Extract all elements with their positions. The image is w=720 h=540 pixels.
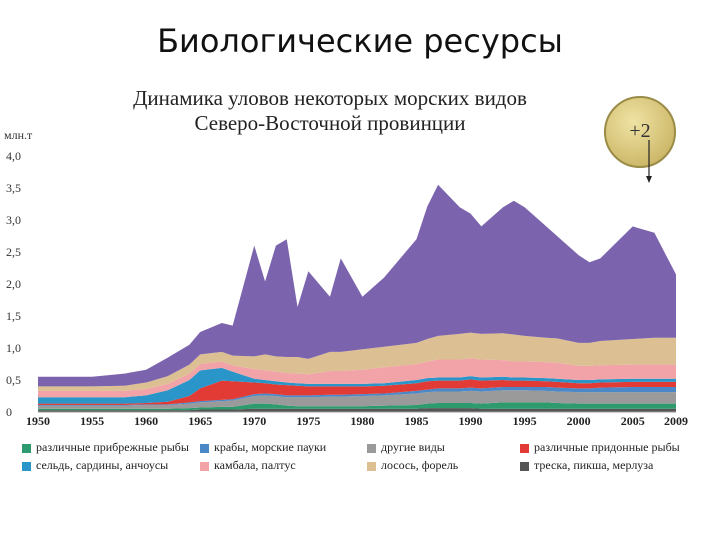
x-tick-label: 1955 [80, 414, 104, 428]
legend-swatch [200, 462, 209, 471]
plus-two-badge: +2 [604, 96, 676, 168]
legend-swatch [367, 462, 376, 471]
y-tick-label: 4,0 [6, 149, 21, 163]
x-tick-label: 1980 [350, 414, 374, 428]
area-series-3 [38, 387, 676, 406]
slide-title: Биологические ресурсы [157, 22, 563, 60]
x-tick-label: 1990 [459, 414, 483, 428]
legend-label: другие виды [381, 440, 445, 454]
legend-label: камбала, палтус [214, 458, 296, 472]
x-tick-label: 1950 [26, 414, 50, 428]
area-series-7 [38, 332, 676, 391]
y-tick-label: 0,5 [6, 373, 21, 387]
y-tick-label: 1,0 [6, 341, 21, 355]
y-tick-label: 2,0 [6, 277, 21, 291]
badge-label: +2 [629, 120, 651, 142]
x-tick-label: 2009 [664, 414, 688, 428]
area-series-2 [38, 390, 676, 409]
x-tick-label: 1985 [404, 414, 428, 428]
legend-swatch [520, 444, 529, 453]
badge-arrow-head [646, 176, 652, 183]
legend-label: крабы, морские пауки [214, 440, 327, 454]
x-tick-label: 1995 [513, 414, 537, 428]
area-series-0 [38, 408, 676, 412]
legend-swatch [22, 462, 31, 471]
chart-title-line-1: Динамика уловов некоторых морских видов [133, 86, 527, 110]
area-series-4 [38, 379, 676, 405]
x-tick-label: 1975 [296, 414, 320, 428]
x-tick-label: 1960 [134, 414, 158, 428]
y-tick-label: 2,5 [6, 245, 21, 259]
legend-label: различные придонные рыбы [534, 440, 680, 454]
legend-swatch [520, 462, 529, 471]
y-axis-label: млн.т [4, 128, 33, 142]
x-tick-label: 1970 [242, 414, 266, 428]
x-tick-label: 2000 [567, 414, 591, 428]
x-tick-label: 1965 [188, 414, 212, 428]
chart-title: Динамика уловов некоторых морских видов … [80, 86, 580, 136]
legend-label: лосось, форель [381, 458, 459, 472]
legend-swatch [200, 444, 209, 453]
area-series-5 [38, 367, 676, 404]
x-tick-label: 2005 [621, 414, 645, 428]
legend-swatch [367, 444, 376, 453]
y-tick-label: 1,5 [6, 309, 21, 323]
chart-title-line-2: Северо-Восточной провинции [194, 111, 466, 135]
y-tick-label: 3,0 [6, 213, 21, 227]
chart-legend: различные прибрежные рыбы крабы, морские … [22, 440, 712, 488]
legend-swatch [22, 444, 31, 453]
y-tick-label: 3,5 [6, 181, 21, 195]
y-tick-label: 0 [6, 405, 12, 419]
legend-label: различные прибрежные рыбы [36, 440, 189, 454]
stacked-area-chart: 00,51,01,52,02,53,03,54,0 1950 1955 1960 19… [6, 140, 688, 428]
area-series-8 [38, 184, 676, 387]
x-tick-labels: 1950 1955 1960 1965 1970 1975 1980 1985 1990 1995… [26, 414, 688, 428]
legend-label: треска, пикша, мерлуза [534, 458, 654, 472]
y-tick-labels: 0 0,5 1,0 1,5 2,0 2,5 3,0 3,5 4,0 [6, 149, 21, 419]
legend-label: сельдь, сардины, анчоусы [36, 458, 169, 472]
chart-areas [38, 184, 676, 412]
area-series-6 [38, 358, 676, 398]
